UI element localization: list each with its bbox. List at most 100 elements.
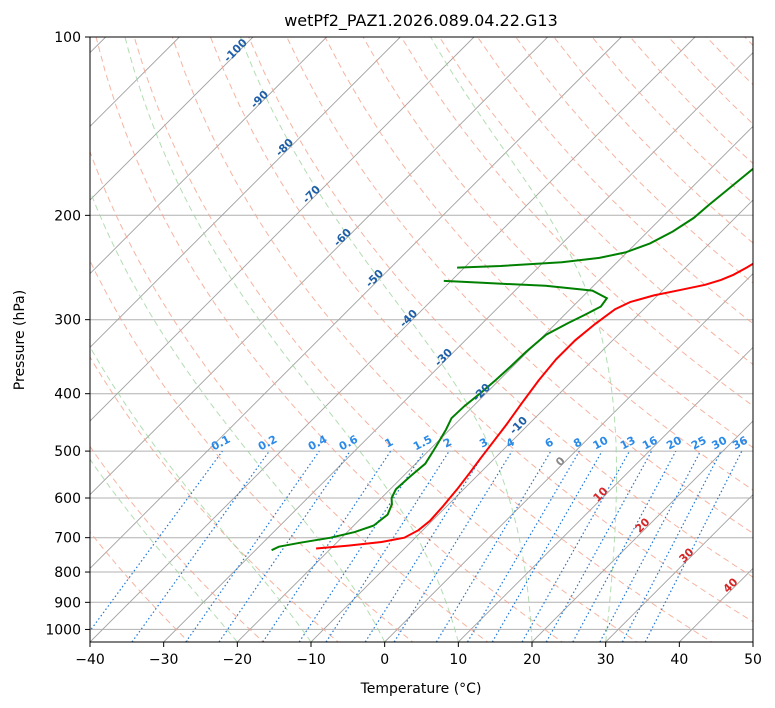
x-axis-tick-label: 20 <box>523 652 541 668</box>
isotherm-line <box>384 273 753 642</box>
y-axis-tick-label: 400 <box>54 387 81 403</box>
dry-adiabat-line <box>744 37 753 47</box>
mixing-ratio-label: 2 <box>441 435 454 450</box>
dry-adiabat-label: -10 <box>507 414 530 437</box>
dry-adiabat-label: 10 <box>591 484 611 504</box>
dry-adiabat-line <box>286 37 753 534</box>
x-axis-tick-label: −10 <box>296 652 326 668</box>
y-axis-tick-label: 100 <box>54 30 81 46</box>
moist-adiabat-line <box>239 37 533 642</box>
x-axis-tick-label: −40 <box>75 652 105 668</box>
mixing-ratio-line <box>545 450 653 642</box>
mixing-ratio-line <box>364 450 486 642</box>
mixing-ratio-label: 25 <box>689 434 709 453</box>
mixing-ratio-label: 0.2 <box>256 433 279 454</box>
mixing-ratio-line <box>466 450 580 642</box>
dry-adiabat-line <box>171 37 713 642</box>
dry-adiabat-label: -80 <box>273 136 296 159</box>
dry-adiabat-line <box>362 37 753 449</box>
mixing-ratio-line <box>435 450 552 642</box>
moist-adiabat-line <box>90 345 312 642</box>
y-axis-tick-label: 300 <box>54 313 81 329</box>
mixing-ratio-label: 10 <box>591 434 611 453</box>
mixing-ratio-label: 1.5 <box>411 433 434 454</box>
mixing-ratio-label: 30 <box>710 434 730 453</box>
isotherm-line <box>90 37 327 275</box>
dry-adiabat-line <box>515 37 753 284</box>
x-axis-tick-label: −20 <box>223 652 253 668</box>
dry-adiabat-line <box>90 356 340 642</box>
isotherm-line <box>90 37 401 348</box>
isotherm-line <box>531 420 753 642</box>
isopleth-label-layer: 0.1 0.2 0.4 0.6 1 1.5 2 3 4 6 8 10 13 16 20 25 30 36-100-… <box>209 36 750 596</box>
dry-adiabat-label: -50 <box>363 267 386 290</box>
isotherm-line <box>679 567 753 642</box>
isotherm-line <box>458 346 753 642</box>
isotherm-line <box>752 641 753 642</box>
moist-adiabat-line <box>90 189 386 642</box>
x-axis-tick-label: 40 <box>670 652 688 668</box>
dry-adiabat-line <box>553 37 753 244</box>
isotherm-line <box>90 37 622 569</box>
y-axis-tick-label: 600 <box>54 491 81 507</box>
dry-adiabat-line <box>400 37 753 407</box>
y-axis-tick-label: 800 <box>54 565 81 581</box>
x-axis-tick-label: 0 <box>380 652 389 668</box>
dry-adiabat-line <box>324 37 753 491</box>
mixing-ratio-line <box>521 450 631 642</box>
x-axis-tick-label: 50 <box>744 652 762 668</box>
grid-layer <box>90 37 753 642</box>
mixing-ratio-line <box>491 450 603 642</box>
isotherm-line <box>90 37 254 201</box>
isotherm-line <box>605 494 753 642</box>
data-layer <box>271 167 753 552</box>
isotherm-line <box>163 52 753 642</box>
mixing-ratio-line <box>393 450 513 642</box>
mixing-ratio-line <box>572 450 677 642</box>
mixing-ratio-line <box>90 450 223 632</box>
mixing-ratio-label: 6 <box>543 435 556 450</box>
mixing-ratio-label: 0.4 <box>306 433 330 454</box>
y-axis-tick-label: 200 <box>54 208 81 224</box>
dry-adiabat-line <box>438 37 753 366</box>
isotherm-line <box>90 37 696 642</box>
dry-adiabat-line <box>90 259 414 642</box>
temperature-profile-line <box>316 262 753 550</box>
chart-title: wetPf2_PAZ1.2026.089.04.22.G13 <box>284 11 558 31</box>
mixing-ratio-line <box>621 450 722 642</box>
mixing-ratio-label: 20 <box>664 434 684 453</box>
moist-adiabat-line <box>90 458 238 642</box>
dry-adiabat-line <box>90 445 265 642</box>
dry-adiabat-label: 30 <box>677 545 697 565</box>
moist-adiabat-line <box>430 37 617 642</box>
y-axis-tick-label: 900 <box>54 595 81 611</box>
mixing-ratio-label: 1 <box>383 435 396 450</box>
y-axis-tick-label: 700 <box>54 531 81 547</box>
dry-adiabat-label: -100 <box>221 36 250 65</box>
mixing-ratio-line <box>218 450 351 642</box>
x-axis-tick-label: 10 <box>449 652 467 668</box>
dry-adiabat-label: -90 <box>248 88 271 111</box>
mixing-ratio-label: 0.1 <box>209 433 232 454</box>
isotherm-line <box>310 199 753 642</box>
isotherm-line <box>237 125 753 642</box>
dewpoint-profile-upper-line <box>457 167 753 269</box>
x-axis-tick-label: 30 <box>597 652 615 668</box>
dry-adiabat-line <box>248 37 753 578</box>
axis-layer: −40 −30 −20 −10 0 10 20 30 40 5010020030040050060… <box>45 30 762 668</box>
dry-adiabat-label: -30 <box>432 346 455 369</box>
dry-adiabat-label: -70 <box>300 183 323 206</box>
dry-adiabat-label: -40 <box>397 307 420 330</box>
mixing-ratio-line <box>185 450 320 642</box>
mixing-ratio-label: 36 <box>730 434 750 453</box>
mixing-ratio-label: 13 <box>618 434 638 453</box>
dry-adiabat-line <box>477 37 753 325</box>
dry-adiabat-line <box>133 37 638 642</box>
dry-adiabat-label: 20 <box>633 515 653 535</box>
y-axis-tick-label: 1000 <box>45 622 81 638</box>
dry-adiabat-label: -60 <box>331 226 354 249</box>
moist-adiabat-line <box>124 37 459 642</box>
dry-adiabat-line <box>95 37 564 642</box>
x-axis-tick-label: −30 <box>149 652 179 668</box>
